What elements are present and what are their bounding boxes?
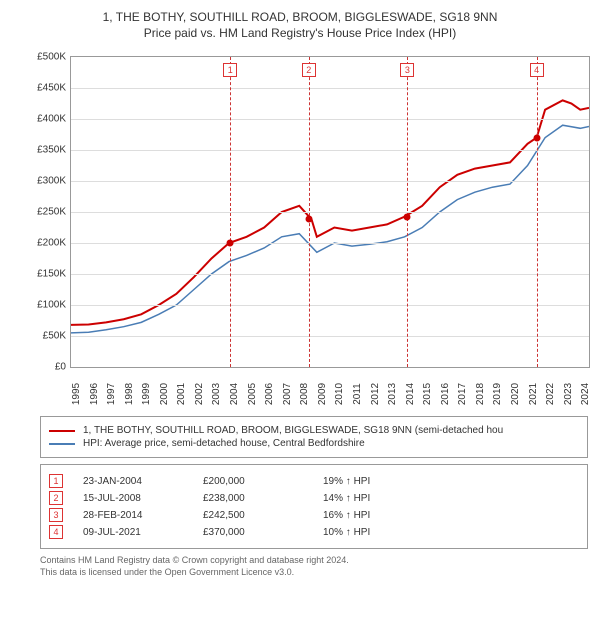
y-tick-label: £250K bbox=[26, 207, 66, 218]
x-tick-label: 2012 bbox=[370, 383, 381, 405]
x-tick-label: 1998 bbox=[124, 383, 135, 405]
gridline bbox=[71, 119, 589, 120]
sales-row: 1 23-JAN-2004£200,00019% ↑ HPI bbox=[49, 474, 579, 488]
chart-area: £0£50K£100K£150K£200K£250K£300K£350K£400… bbox=[30, 48, 590, 408]
sales-row-date: 15-JUL-2008 bbox=[83, 493, 203, 504]
gridline bbox=[71, 88, 589, 89]
sale-point-dot bbox=[305, 216, 312, 223]
x-tick-label: 1995 bbox=[71, 383, 82, 405]
sale-vline bbox=[407, 57, 408, 367]
y-tick-label: £50K bbox=[26, 331, 66, 342]
chart-title: 1, THE BOTHY, SOUTHILL ROAD, BROOM, BIGG… bbox=[10, 10, 590, 24]
sales-row-diff: 19% ↑ HPI bbox=[323, 476, 579, 487]
x-tick-label: 1999 bbox=[141, 383, 152, 405]
gridline bbox=[71, 336, 589, 337]
y-tick-label: £500K bbox=[26, 52, 66, 63]
sales-row-price: £200,000 bbox=[203, 476, 323, 487]
x-tick-label: 2006 bbox=[264, 383, 275, 405]
x-tick-label: 2003 bbox=[211, 383, 222, 405]
gridline bbox=[71, 150, 589, 151]
sales-row-diff: 14% ↑ HPI bbox=[323, 493, 579, 504]
plot-region: £0£50K£100K£150K£200K£250K£300K£350K£400… bbox=[70, 56, 590, 368]
y-tick-label: £200K bbox=[26, 238, 66, 249]
gridline bbox=[71, 181, 589, 182]
y-tick-label: £400K bbox=[26, 114, 66, 125]
x-tick-label: 2024 bbox=[580, 383, 591, 405]
x-tick-label: 2010 bbox=[334, 383, 345, 405]
sales-row-number: 3 bbox=[49, 508, 63, 522]
x-tick-label: 2019 bbox=[492, 383, 503, 405]
gridline bbox=[71, 243, 589, 244]
sales-row-diff: 10% ↑ HPI bbox=[323, 527, 579, 538]
sale-vline bbox=[309, 57, 310, 367]
footnote-line1: Contains HM Land Registry data © Crown c… bbox=[40, 555, 590, 567]
x-tick-label: 2009 bbox=[317, 383, 328, 405]
sales-row-date: 23-JAN-2004 bbox=[83, 476, 203, 487]
x-tick-label: 2005 bbox=[247, 383, 258, 405]
sale-point-dot bbox=[533, 134, 540, 141]
y-tick-label: £300K bbox=[26, 176, 66, 187]
y-tick-label: £100K bbox=[26, 300, 66, 311]
legend-label: HPI: Average price, semi-detached house,… bbox=[83, 438, 365, 449]
x-tick-label: 2002 bbox=[194, 383, 205, 405]
sale-vline bbox=[230, 57, 231, 367]
gridline bbox=[71, 274, 589, 275]
sales-row-number: 4 bbox=[49, 525, 63, 539]
x-tick-label: 2022 bbox=[545, 383, 556, 405]
footnote-line2: This data is licensed under the Open Gov… bbox=[40, 567, 590, 579]
footnote: Contains HM Land Registry data © Crown c… bbox=[40, 555, 590, 578]
legend-swatch bbox=[49, 430, 75, 432]
y-tick-label: £450K bbox=[26, 83, 66, 94]
x-tick-label: 2007 bbox=[282, 383, 293, 405]
y-tick-label: £150K bbox=[26, 269, 66, 280]
sale-point-dot bbox=[404, 213, 411, 220]
sale-marker-box: 1 bbox=[223, 63, 237, 77]
sales-row: 2 15-JUL-2008£238,00014% ↑ HPI bbox=[49, 491, 579, 505]
sales-row: 3 28-FEB-2014£242,50016% ↑ HPI bbox=[49, 508, 579, 522]
sales-row-date: 28-FEB-2014 bbox=[83, 510, 203, 521]
y-tick-label: £0 bbox=[26, 362, 66, 373]
sale-marker-box: 3 bbox=[400, 63, 414, 77]
x-tick-label: 2004 bbox=[229, 383, 240, 405]
x-tick-label: 2008 bbox=[299, 383, 310, 405]
chart-subtitle: Price paid vs. HM Land Registry's House … bbox=[10, 26, 590, 40]
x-tick-label: 2001 bbox=[176, 383, 187, 405]
x-tick-label: 2014 bbox=[405, 383, 416, 405]
sales-row-price: £238,000 bbox=[203, 493, 323, 504]
x-tick-label: 2013 bbox=[387, 383, 398, 405]
sales-row-diff: 16% ↑ HPI bbox=[323, 510, 579, 521]
legend-swatch bbox=[49, 443, 75, 445]
x-tick-label: 2015 bbox=[422, 383, 433, 405]
sale-point-dot bbox=[227, 240, 234, 247]
legend-label: 1, THE BOTHY, SOUTHILL ROAD, BROOM, BIGG… bbox=[83, 425, 503, 436]
sale-vline bbox=[537, 57, 538, 367]
x-tick-label: 2016 bbox=[440, 383, 451, 405]
x-tick-label: 1997 bbox=[106, 383, 117, 405]
gridline bbox=[71, 212, 589, 213]
sales-row-price: £370,000 bbox=[203, 527, 323, 538]
x-tick-label: 2011 bbox=[352, 383, 363, 405]
legend-item: 1, THE BOTHY, SOUTHILL ROAD, BROOM, BIGG… bbox=[49, 425, 579, 436]
x-tick-label: 2000 bbox=[159, 383, 170, 405]
sales-row-date: 09-JUL-2021 bbox=[83, 527, 203, 538]
x-tick-label: 1996 bbox=[89, 383, 100, 405]
legend-item: HPI: Average price, semi-detached house,… bbox=[49, 438, 579, 449]
sales-row-number: 2 bbox=[49, 491, 63, 505]
x-tick-label: 2017 bbox=[457, 383, 468, 405]
x-tick-label: 2023 bbox=[563, 383, 574, 405]
sales-row-price: £242,500 bbox=[203, 510, 323, 521]
x-tick-label: 2021 bbox=[528, 383, 539, 405]
gridline bbox=[71, 305, 589, 306]
y-tick-label: £350K bbox=[26, 145, 66, 156]
x-tick-label: 2018 bbox=[475, 383, 486, 405]
sales-table: 1 23-JAN-2004£200,00019% ↑ HPI 2 15-JUL-200… bbox=[40, 464, 588, 549]
x-tick-label: 2020 bbox=[510, 383, 521, 405]
sale-marker-box: 2 bbox=[302, 63, 316, 77]
sales-row-number: 1 bbox=[49, 474, 63, 488]
legend: 1, THE BOTHY, SOUTHILL ROAD, BROOM, BIGG… bbox=[40, 416, 588, 458]
sales-row: 4 09-JUL-2021£370,00010% ↑ HPI bbox=[49, 525, 579, 539]
sale-marker-box: 4 bbox=[530, 63, 544, 77]
